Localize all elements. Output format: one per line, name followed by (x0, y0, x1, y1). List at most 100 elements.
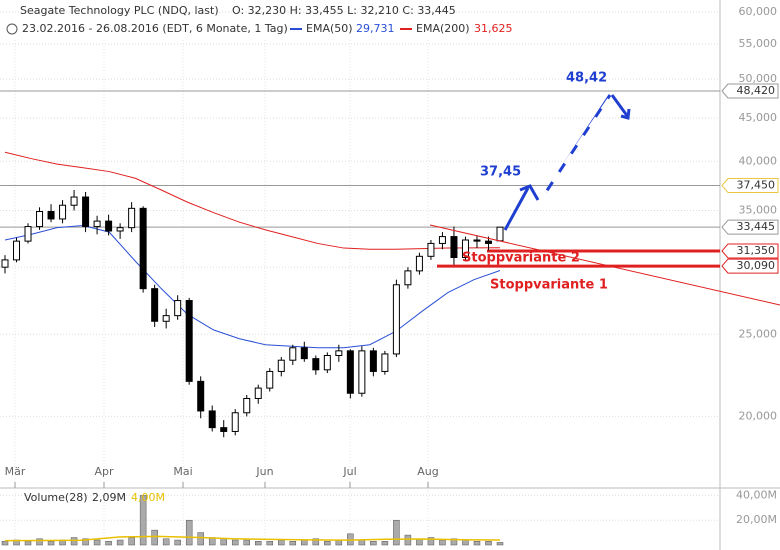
volume-bar (289, 541, 297, 546)
volume-bar (358, 539, 366, 546)
y-tick-label: 25,000 (739, 327, 778, 340)
volume-bar (473, 541, 481, 546)
dash-mask (544, 93, 614, 194)
volume-bar (439, 539, 446, 546)
clock-icon (6, 23, 18, 35)
candle-body (289, 347, 297, 361)
candle-body (381, 353, 389, 372)
volume-bar (427, 537, 435, 546)
volume-bar (105, 541, 112, 546)
candle-body (220, 427, 228, 432)
level-tag (721, 219, 779, 235)
level-label: 48,420 (737, 84, 776, 97)
candle-body (151, 288, 159, 322)
volume-bar (393, 519, 400, 546)
level-tag (721, 243, 779, 259)
volume-bar (301, 539, 308, 546)
volume-last: 2,09M (92, 491, 126, 504)
candle-body (105, 220, 113, 232)
volume-average: 4,00M (131, 491, 165, 504)
annotation: Stoppvariante 1 (490, 278, 608, 293)
subtitle: 23.02.2016 - 26.08.2016 (EDT, 6 Monate, … (22, 22, 288, 35)
candle-body (82, 196, 90, 228)
candle-body (415, 255, 423, 272)
y-tick-label: 20,00M (736, 513, 777, 526)
candle-body (473, 239, 481, 242)
x-tick-label: Apr (94, 465, 114, 478)
volume-bar (47, 541, 55, 546)
x-tick-label: Jul (342, 465, 356, 478)
volume-bar (128, 537, 135, 546)
y-tick-label: 35,000 (739, 203, 778, 216)
volume-title: Volume(28) (24, 491, 88, 504)
volume-bar (162, 538, 170, 546)
volume-bar (450, 538, 458, 546)
candle-body (59, 204, 67, 220)
legend-label: EMA(50) (306, 22, 353, 35)
candle-body (1, 259, 9, 268)
x-tick-label: Aug (417, 465, 438, 478)
candle-body (231, 412, 239, 432)
candle-body (335, 350, 343, 357)
trend-line (429, 224, 780, 306)
candle-body (266, 370, 274, 389)
candle-body (24, 226, 32, 242)
volume-bar (24, 541, 32, 546)
legend-value: 31,625 (474, 22, 513, 35)
candle-body (116, 227, 124, 232)
candle-body (13, 240, 21, 261)
candle-body (254, 387, 262, 399)
annotation: Stoppvariante 2 (462, 251, 580, 266)
volume-bar (381, 541, 389, 546)
x-tick-label: Mär (5, 465, 26, 478)
y-tick-label: 60,000 (739, 5, 778, 18)
candle-body (208, 410, 216, 429)
volume-bar (197, 532, 204, 546)
volume-header: Volume(28) 2,09M 4,00M (24, 491, 165, 504)
legend-label: EMA(200) (416, 22, 470, 35)
candle-body (346, 350, 354, 394)
volume-bar (82, 538, 89, 546)
level-tag (721, 178, 779, 194)
y-tick-label: 40,00M (736, 488, 777, 501)
candle-body (312, 358, 320, 371)
level-label: 30,090 (737, 259, 776, 272)
volume-bar (485, 541, 492, 546)
candle-body (358, 350, 366, 394)
candle-body (139, 207, 147, 290)
volume-bar (220, 538, 227, 546)
volume-bar (243, 539, 250, 546)
candle-body (496, 226, 504, 242)
annotation: 48,42 (566, 71, 607, 86)
candle-body (174, 300, 182, 317)
volume-bar (70, 537, 78, 546)
candle-body (427, 242, 435, 257)
legend-value: 29,731 (356, 22, 395, 35)
x-tick-label: Mai (173, 465, 192, 478)
x-tick-label: Jun (255, 465, 273, 478)
volume-bar (278, 539, 285, 546)
level-tag (721, 83, 779, 99)
annotation: 37,45 (480, 165, 521, 180)
candle-body (243, 397, 251, 414)
level-label: 33,445 (737, 220, 776, 233)
volume-bar (496, 542, 504, 546)
candle-body (438, 236, 446, 244)
chart-title: Seagate Technology PLC (NDQ, last) (20, 4, 219, 17)
volume-average-line (4, 535, 501, 542)
candle-body (36, 211, 44, 228)
candle-body (162, 315, 170, 322)
candle-body (47, 211, 55, 220)
candle-body (93, 220, 101, 228)
candle-body (70, 196, 78, 206)
candle-body (128, 207, 136, 229)
y-tick-label: 40,000 (739, 154, 778, 167)
y-tick-label: 20,000 (739, 409, 778, 422)
forecast-arrow-head (610, 94, 631, 120)
candle-body (450, 236, 458, 258)
level-label: 31,350 (737, 244, 776, 257)
volume-bar (255, 541, 262, 546)
y-tick-label: 45,000 (739, 111, 778, 124)
